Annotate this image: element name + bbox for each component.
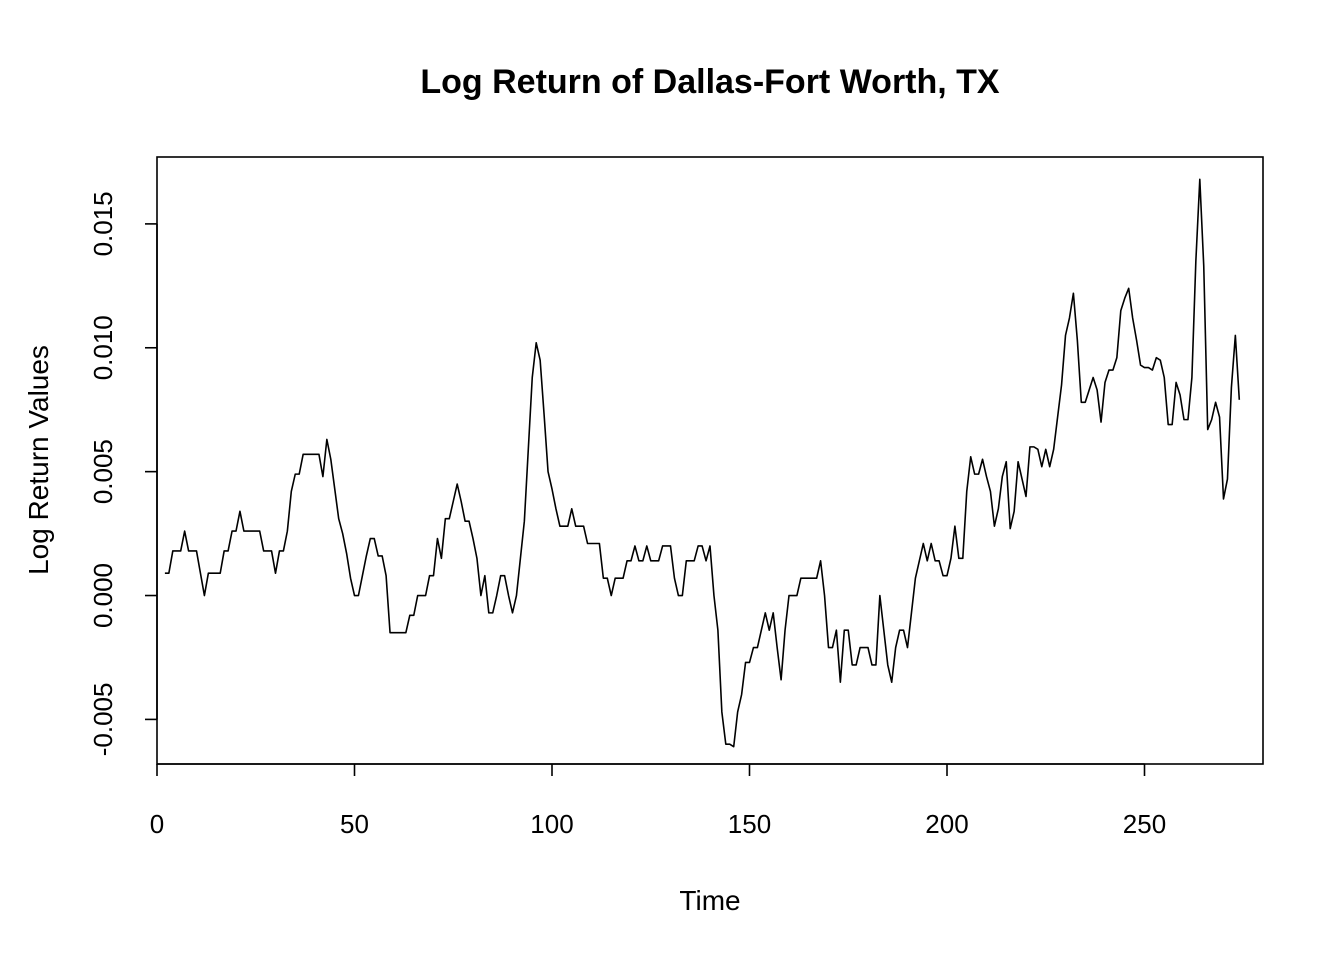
series-line <box>164 178 1241 748</box>
y-tick-label: 0.000 <box>88 563 118 628</box>
y-tick-label: -0.005 <box>88 683 118 757</box>
x-axis: 0 50 100 150 200 250 <box>150 763 1166 839</box>
x-tick-label: 0 <box>150 809 164 839</box>
series-layer <box>164 178 1241 748</box>
x-axis-title: Time <box>679 885 740 916</box>
plot-frame <box>156 156 1264 765</box>
y-tick-label: 0.015 <box>88 191 118 256</box>
x-tick-label: 100 <box>530 809 573 839</box>
x-tick-label: 50 <box>340 809 369 839</box>
y-axis: -0.005 0.000 0.005 0.010 0.015 <box>88 191 158 757</box>
y-axis-title: Log Return Values <box>23 345 54 575</box>
y-tick-label: 0.005 <box>88 439 118 504</box>
x-tick-label: 250 <box>1123 809 1166 839</box>
chart-title: Log Return of Dallas-Fort Worth, TX <box>420 63 1000 101</box>
x-tick-label: 200 <box>925 809 968 839</box>
y-tick-label: 0.010 <box>88 315 118 380</box>
x-tick-label: 150 <box>728 809 771 839</box>
